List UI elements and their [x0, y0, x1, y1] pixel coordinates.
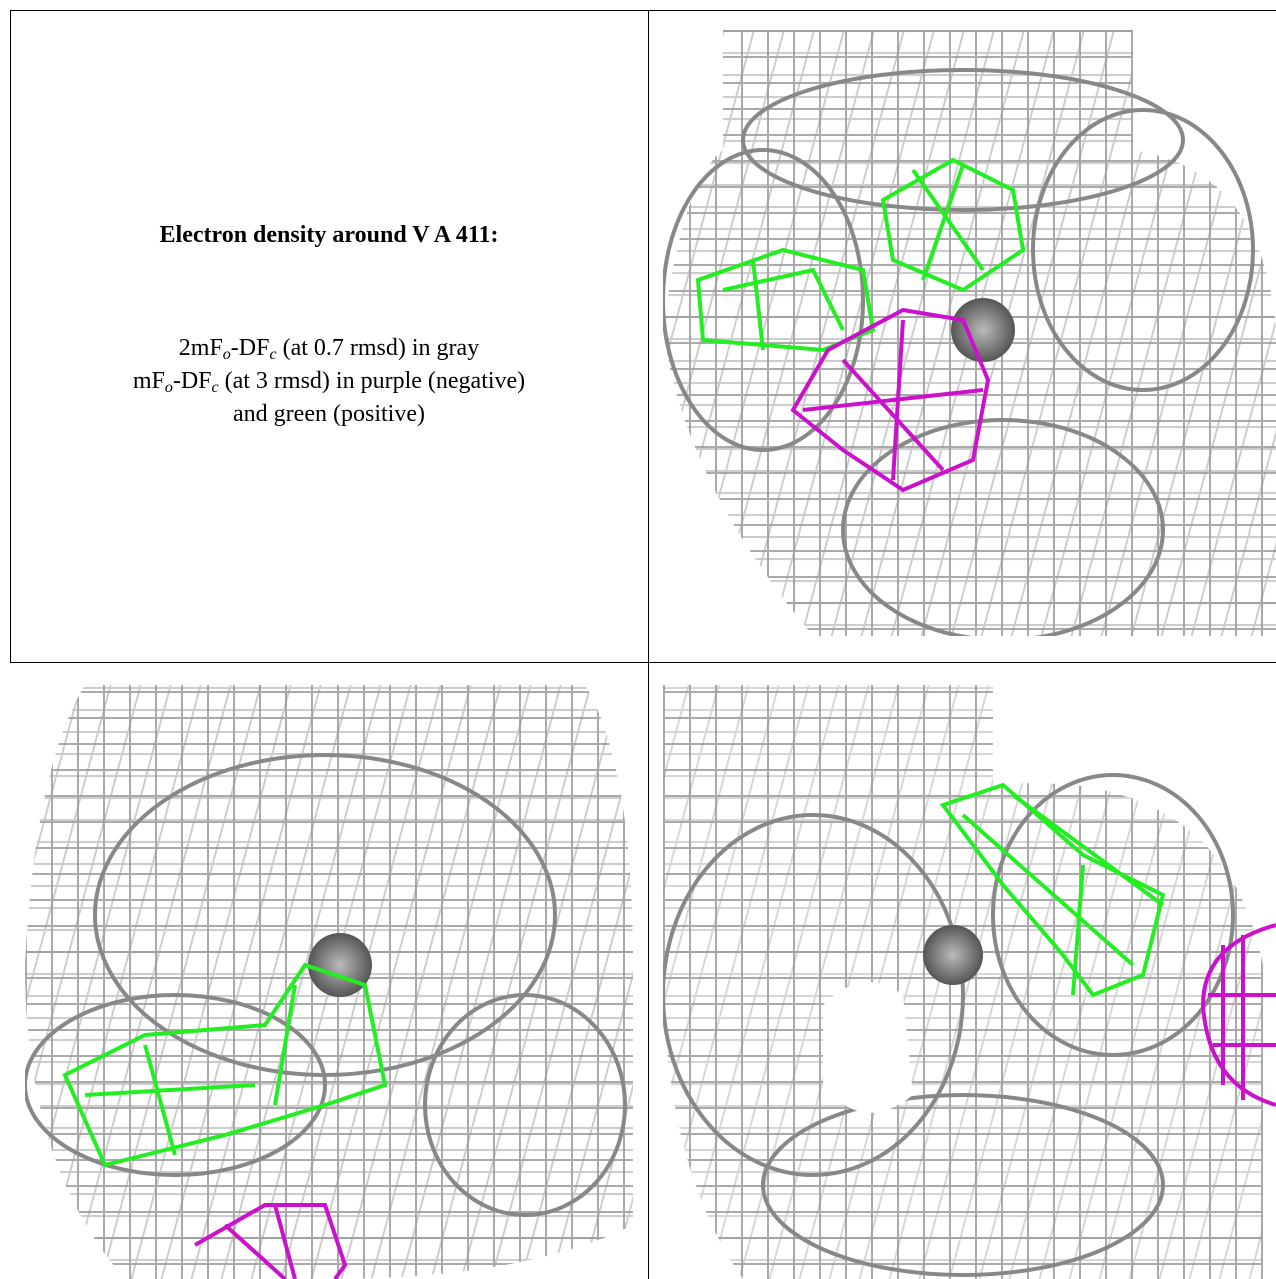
atom — [308, 933, 372, 997]
text: (at 3 rmsd) in purple (negative) — [218, 368, 526, 394]
border-left — [10, 10, 11, 662]
border-top — [10, 10, 1276, 11]
caption-cell: Electron density around V A 411: 2mFo-DF… — [10, 10, 648, 662]
negative-density — [1200, 923, 1276, 1107]
positive-density — [695, 157, 1026, 353]
mesh-contours — [663, 773, 1235, 1277]
caption-body: 2mFo-DFc (at 0.7 rmsd) in gray mFo-DFc (… — [10, 332, 648, 431]
atom — [951, 298, 1015, 362]
density-image — [25, 685, 633, 1279]
caption-title: Electron density around V A 411: — [159, 222, 499, 248]
caption-line: mFo-DFc (at 3 rmsd) in purple (negative) — [10, 365, 648, 398]
subscript: o — [164, 379, 173, 396]
positive-density — [62, 962, 388, 1168]
text: (at 0.7 rmsd) in gray — [276, 335, 480, 361]
divider-horizontal — [10, 662, 1276, 663]
mesh-contours — [25, 753, 627, 1217]
text: 2mF — [178, 335, 223, 361]
atom — [923, 925, 983, 985]
density-image — [663, 685, 1276, 1279]
density-image — [663, 30, 1276, 636]
text: mF — [132, 368, 165, 394]
divider-vertical — [648, 10, 649, 1279]
hole — [823, 982, 913, 1113]
negative-density — [790, 307, 991, 493]
subscript: c — [211, 379, 219, 396]
mesh-contours — [663, 68, 1255, 636]
caption-line: 2mFo-DFc (at 0.7 rmsd) in gray — [10, 332, 648, 365]
text: -DF — [230, 335, 270, 361]
positive-density — [939, 782, 1166, 998]
negative-density — [194, 1203, 348, 1279]
text: -DF — [172, 368, 212, 394]
caption-line: and green (positive) — [233, 401, 425, 427]
subscript: c — [269, 346, 277, 363]
subscript: o — [222, 346, 231, 363]
